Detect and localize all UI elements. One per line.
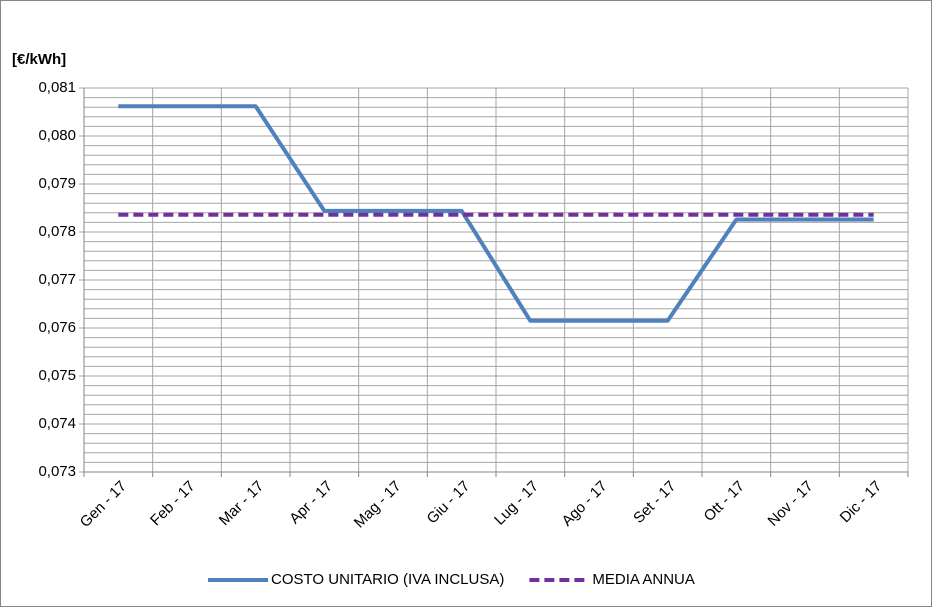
y-tick-label: 0,080 bbox=[38, 127, 76, 144]
y-tick-label: 0,074 bbox=[38, 415, 76, 432]
y-tick-label: 0,076 bbox=[38, 319, 76, 336]
legend-label: MEDIA ANNUA bbox=[592, 571, 695, 588]
y-tick-label: 0,075 bbox=[38, 367, 76, 384]
y-tick-label: 0,073 bbox=[38, 463, 76, 480]
y-tick-label: 0,079 bbox=[38, 175, 76, 192]
y-tick-label: 0,077 bbox=[38, 271, 76, 288]
y-tick-label: 0,081 bbox=[38, 79, 76, 96]
y-tick-label: 0,078 bbox=[38, 223, 76, 240]
chart-title: [€/kWh] bbox=[12, 51, 66, 68]
series-line bbox=[118, 104, 874, 323]
legend-label: COSTO UNITARIO (IVA INCLUSA) bbox=[271, 571, 504, 588]
